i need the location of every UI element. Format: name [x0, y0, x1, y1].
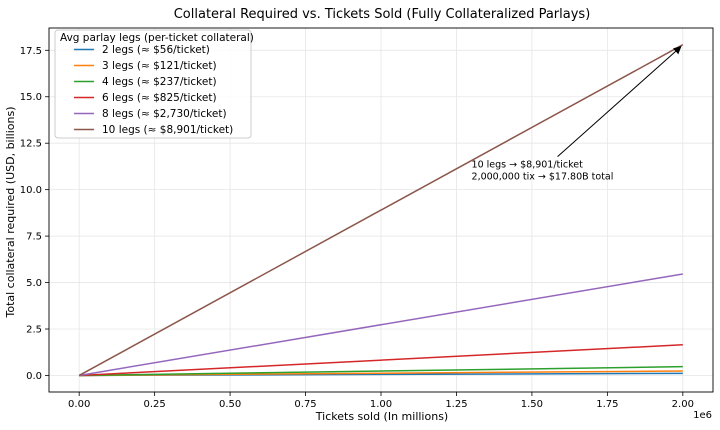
x-offset-label: 1e6	[693, 410, 712, 421]
x-tick-label: 2.00	[672, 399, 694, 410]
x-tick-label: 1.50	[521, 399, 543, 410]
legend-box	[54, 29, 252, 139]
y-tick-label: 10.0	[20, 185, 42, 196]
x-tick-label: 0.50	[219, 399, 241, 410]
annotation-text-line-2: 2,000,000 tix → $17.80B total	[472, 172, 614, 183]
x-tick-label: 1.00	[370, 399, 392, 410]
y-tick-label: 17.5	[20, 46, 42, 57]
y-tick-label: 7.5	[26, 232, 42, 243]
x-tick-label: 0.25	[144, 399, 166, 410]
series-line-3	[79, 365, 683, 377]
legend-label-4: 6 legs (≈ $825/ticket)	[102, 92, 217, 104]
x-tick-label: 1.25	[445, 399, 467, 410]
series-line-6	[78, 44, 684, 377]
legend: Avg parlay legs (per-ticket collateral) …	[54, 29, 254, 139]
legend-label-5: 8 legs (≈ $2,730/ticket)	[102, 108, 227, 120]
annotation-arrow	[557, 46, 682, 158]
series-line-4	[79, 344, 683, 377]
series-lines	[78, 44, 684, 377]
grid-lines	[49, 28, 713, 392]
chart-title: Collateral Required vs. Tickets Sold (Fu…	[174, 7, 591, 22]
legend-label-2: 3 legs (≈ $121/ticket)	[102, 60, 217, 72]
annotation-text-line-1: 10 legs → $8,901/ticket	[472, 160, 584, 171]
y-tick-label: 15.0	[20, 92, 42, 103]
series-line-5	[79, 273, 683, 377]
y-axis-label: Total collateral required (USD, billions…	[4, 106, 17, 318]
x-tick-label: 0.75	[294, 399, 316, 410]
legend-label-3: 4 legs (≈ $237/ticket)	[102, 76, 217, 88]
axis-ticks: 0.00 0.25 0.50 0.75 1.00 1.25 1.50 1.75 2.00 0.0 2…	[20, 46, 694, 410]
x-tick-label: 1.75	[596, 399, 618, 410]
y-tick-label: 0.0	[26, 371, 42, 382]
legend-label-6: 10 legs (≈ $8,901/ticket)	[102, 124, 233, 136]
x-tick-label: 0.00	[68, 399, 90, 410]
legend-title: Avg parlay legs (per-ticket collateral)	[60, 32, 254, 44]
x-axis-label: Tickets sold (In millions)	[315, 410, 448, 423]
legend-label-1: 2 legs (≈ $56/ticket)	[102, 44, 210, 56]
y-tick-label: 2.5	[26, 325, 42, 336]
y-tick-label: 5.0	[26, 278, 42, 289]
y-tick-label: 12.5	[20, 139, 42, 150]
annotation: 10 legs → $8,901/ticket 2,000,000 tix → …	[472, 46, 682, 183]
